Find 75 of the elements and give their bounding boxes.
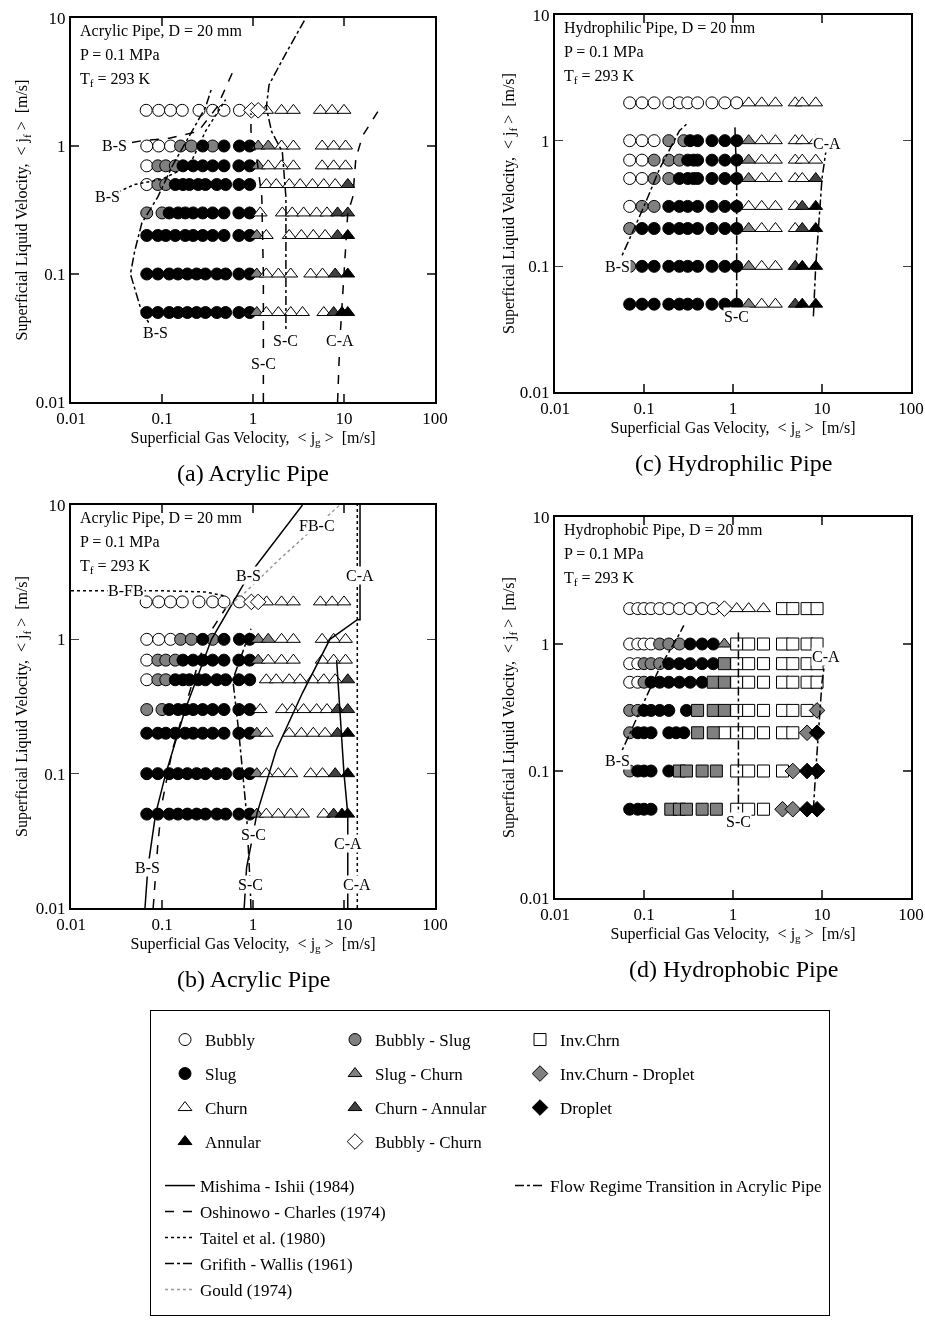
annotation: Acrylic Pipe, D = 20 mm bbox=[80, 509, 243, 527]
annotation: T$_{f}$ = 293 K bbox=[80, 70, 151, 90]
legend-label: Slug bbox=[205, 1065, 237, 1085]
y-tick-label: 10 bbox=[48, 495, 66, 515]
x-tick-label: 10 bbox=[335, 915, 353, 935]
legend-label: Gould (1974) bbox=[200, 1281, 293, 1301]
y-tick-label: 1 bbox=[541, 131, 550, 151]
x-tick-label: 10 bbox=[335, 409, 353, 429]
y-tick-label: 1 bbox=[57, 630, 66, 650]
x-axis-title: Superficial Gas Velocity, < j$_{g}$ > [m/s] bbox=[130, 428, 376, 448]
legend-label: Flow Regime Transition in Acrylic Pipe bbox=[550, 1177, 822, 1197]
legend-label: Bubbly - Slug bbox=[375, 1031, 471, 1051]
annotation: P = 0.1 MPa bbox=[80, 533, 160, 550]
annotation: Hydrophobic Pipe, D = 20 mm bbox=[564, 521, 763, 539]
text: (d) Hydrophobic Pipe bbox=[629, 956, 839, 982]
legend-label: Oshinowo - Charles (1974) bbox=[200, 1203, 386, 1223]
x-tick-label: 10 bbox=[813, 399, 831, 419]
x-tick-label: 0.1 bbox=[151, 409, 173, 429]
annotation: T$_{f}$ = 293 K bbox=[80, 557, 151, 577]
y-tick-label: 0.1 bbox=[44, 764, 66, 784]
x-tick-label: 0.1 bbox=[151, 915, 173, 935]
x-tick-label: 100 bbox=[898, 905, 924, 925]
x-tick-label: 1 bbox=[728, 905, 738, 925]
x-tick-label: 10 bbox=[813, 905, 831, 925]
legend-label: Inv.Churn - Droplet bbox=[560, 1065, 695, 1085]
text: (a) Acrylic Pipe bbox=[177, 460, 329, 486]
annotation: C-A bbox=[326, 332, 354, 349]
annotation: B-S bbox=[95, 188, 120, 205]
legend-label: Taitel et al. (1980) bbox=[200, 1229, 326, 1249]
x-tick-label: 0.1 bbox=[633, 905, 655, 925]
annotation: B-FB bbox=[108, 582, 144, 599]
legend-label: Mishima - Ishii (1984) bbox=[200, 1177, 355, 1197]
legend-label: Bubbly - Churn bbox=[375, 1133, 483, 1153]
legend-label: Churn bbox=[205, 1099, 248, 1119]
y-tick-label: 0.1 bbox=[528, 761, 550, 781]
legend-label: Slug - Churn bbox=[375, 1065, 464, 1085]
legend-label: Droplet bbox=[560, 1099, 613, 1119]
y-tick-label: 0.1 bbox=[528, 257, 550, 277]
legend-label: Inv.Chrn bbox=[560, 1031, 621, 1051]
text: (c) Hydrophilic Pipe bbox=[635, 450, 833, 476]
x-axis-title: Superficial Gas Velocity, < j$_{g}$ > [m/s] bbox=[130, 934, 376, 954]
annotation: Hydrophilic Pipe, D = 20 mm bbox=[564, 19, 756, 37]
x-tick-label: 1 bbox=[248, 915, 258, 935]
x-axis-title: Superficial Gas Velocity, < j$_{g}$ > [m/s] bbox=[610, 924, 856, 944]
legend-label: Bubbly bbox=[205, 1031, 256, 1051]
annotation: P = 0.1 MPa bbox=[564, 43, 644, 60]
y-tick-label: 10 bbox=[532, 507, 550, 527]
y-tick-label: 0.1 bbox=[44, 264, 66, 284]
x-tick-label: 1 bbox=[728, 399, 738, 419]
annotation: S-C bbox=[251, 355, 276, 372]
y-tick-label: 1 bbox=[57, 136, 66, 156]
annotation: B-S bbox=[143, 324, 168, 341]
x-tick-label: 0.1 bbox=[633, 399, 655, 419]
x-tick-label: 100 bbox=[898, 399, 924, 419]
annotation: Acrylic Pipe, D = 20 mm bbox=[80, 22, 243, 40]
legend-label: Churn - Annular bbox=[375, 1099, 487, 1119]
x-tick-label: 100 bbox=[422, 409, 448, 429]
y-tick-label: 0.01 bbox=[519, 382, 550, 402]
y-tick-label: 1 bbox=[541, 634, 550, 654]
annotation: S-C bbox=[273, 332, 298, 349]
y-tick-label: 10 bbox=[48, 8, 66, 28]
annotation: P = 0.1 MPa bbox=[564, 545, 644, 562]
annotation: T$_{f}$ = 293 K bbox=[564, 67, 635, 87]
y-tick-label: 10 bbox=[532, 5, 550, 25]
annotation: FB-C bbox=[299, 517, 335, 534]
annotation: B-S bbox=[102, 137, 127, 154]
legend-label: Grifith - Wallis (1961) bbox=[200, 1255, 353, 1275]
legend-label: Annular bbox=[205, 1133, 262, 1153]
x-axis-title: Superficial Gas Velocity, < j$_{g}$ > [m/s] bbox=[610, 418, 856, 438]
text: (b) Acrylic Pipe bbox=[177, 966, 331, 992]
x-tick-label: 1 bbox=[248, 409, 258, 429]
x-tick-label: 100 bbox=[422, 915, 448, 935]
y-tick-label: 0.01 bbox=[519, 888, 550, 908]
annotation: P = 0.1 MPa bbox=[80, 46, 160, 63]
annotation: T$_{f}$ = 293 K bbox=[564, 569, 635, 589]
